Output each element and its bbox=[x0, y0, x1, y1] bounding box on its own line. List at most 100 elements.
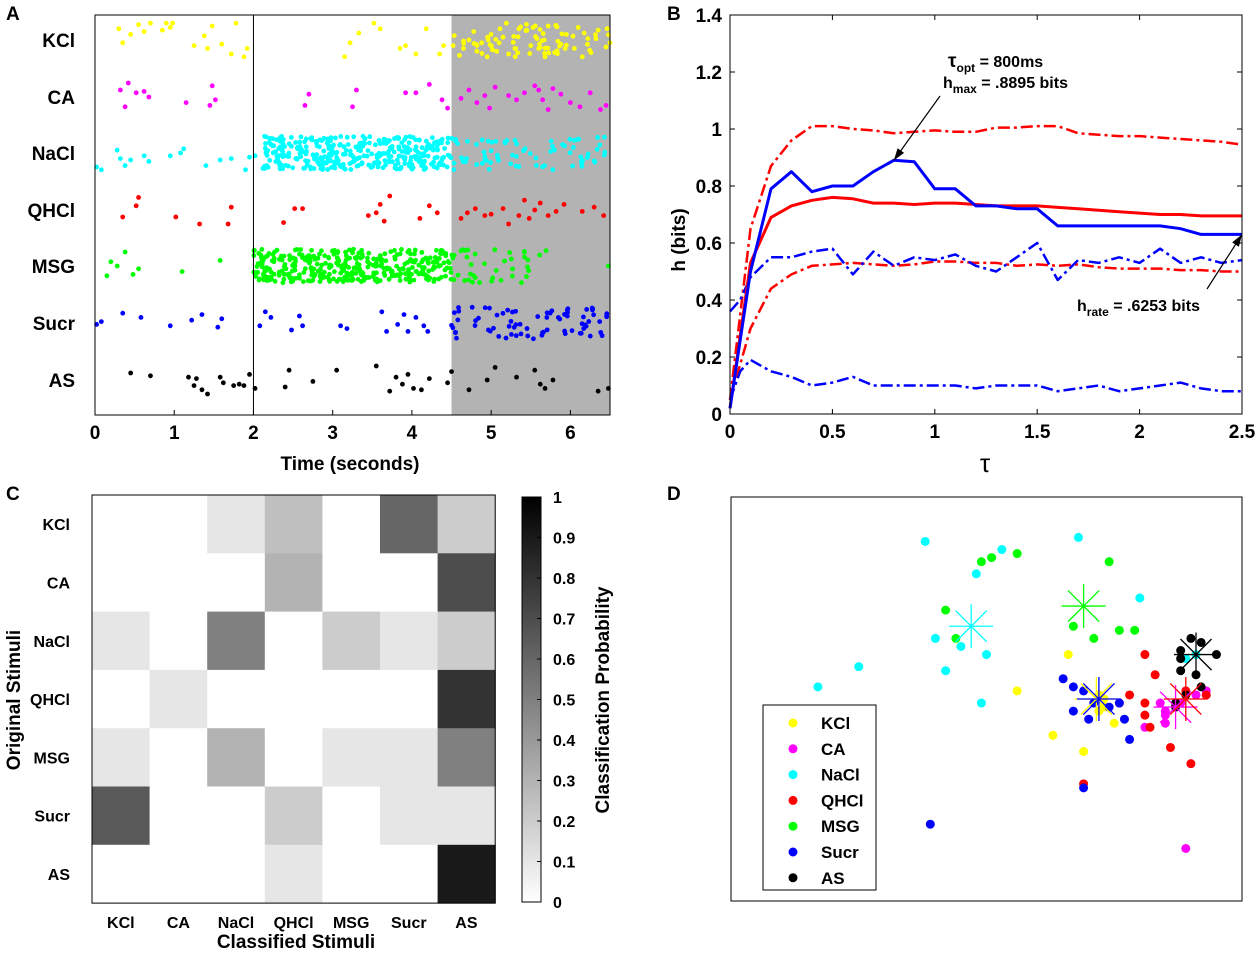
entropy-y-tick-label: 1.4 bbox=[696, 6, 723, 27]
h-max-symbol: h bbox=[943, 75, 953, 92]
spike-sucr bbox=[120, 310, 126, 316]
spike-nacl bbox=[328, 158, 333, 164]
spike-msg bbox=[300, 279, 306, 285]
confusion-cell bbox=[437, 495, 496, 554]
spike-sucr bbox=[189, 317, 195, 323]
spike-kcl bbox=[233, 20, 239, 26]
spike-kcl bbox=[528, 43, 534, 48]
raster-x-tick-label: 1 bbox=[169, 423, 180, 444]
spike-nacl bbox=[431, 147, 437, 153]
spike-msg bbox=[468, 271, 473, 277]
spike-msg bbox=[332, 269, 337, 275]
spike-sucr bbox=[541, 329, 546, 335]
analysis-window-shade bbox=[451, 15, 610, 415]
spike-msg bbox=[331, 251, 337, 257]
spike-msg bbox=[441, 260, 447, 266]
spike-kcl bbox=[488, 32, 494, 37]
spike-kcl bbox=[564, 32, 569, 37]
spike-sucr bbox=[587, 333, 593, 339]
spike-msg bbox=[179, 269, 185, 274]
spike-nacl bbox=[383, 141, 389, 146]
confusion-cell bbox=[380, 728, 439, 787]
spike-msg bbox=[374, 270, 379, 276]
point-msg bbox=[1089, 633, 1099, 643]
spike-sucr bbox=[491, 325, 496, 331]
spike-nacl bbox=[297, 144, 303, 149]
entropy-series bbox=[728, 124, 1243, 409]
h-rate-subscript: rate bbox=[1087, 305, 1109, 319]
spike-as bbox=[550, 377, 556, 383]
spike-msg bbox=[409, 265, 415, 270]
spike-nacl bbox=[367, 134, 373, 140]
spike-nacl bbox=[117, 156, 123, 162]
spike-ca bbox=[426, 82, 432, 87]
entropy-y-axis-label: h (bits) bbox=[669, 208, 690, 271]
confusion-cell bbox=[322, 844, 381, 904]
spike-msg bbox=[114, 263, 120, 269]
spike-msg bbox=[472, 251, 478, 257]
spike-msg bbox=[366, 250, 372, 256]
scatter-legend: KCl CA NaCl QHCl MSG Sucr AS bbox=[762, 704, 877, 891]
spike-as bbox=[393, 374, 399, 380]
spike-kcl bbox=[205, 46, 210, 51]
series-blue-upper bbox=[729, 241, 1243, 313]
confusion-x-ticks: KCl CA NaCl QHCl MSG Sucr AS bbox=[107, 915, 478, 932]
spike-msg bbox=[323, 260, 328, 266]
spike-nacl bbox=[402, 137, 408, 142]
spike-kcl bbox=[604, 26, 610, 32]
spike-sucr bbox=[535, 314, 541, 319]
legend-marker-sucr bbox=[788, 847, 798, 857]
spike-kcl bbox=[527, 51, 533, 56]
spike-ca bbox=[577, 104, 583, 110]
spike-msg bbox=[271, 271, 277, 277]
spike-msg bbox=[392, 248, 397, 253]
spike-msg bbox=[325, 274, 330, 280]
spike-ca bbox=[522, 90, 527, 96]
spike-ca bbox=[354, 87, 359, 93]
scatter-centroids bbox=[949, 584, 1219, 730]
spike-msg bbox=[451, 277, 457, 283]
spike-msg bbox=[482, 261, 487, 267]
spike-nacl bbox=[394, 134, 400, 140]
spike-msg bbox=[521, 249, 527, 255]
spike-qhcl bbox=[506, 221, 511, 227]
spike-ca bbox=[558, 91, 564, 97]
spike-kcl bbox=[585, 36, 591, 41]
spike-sucr bbox=[456, 308, 462, 314]
spike-sucr bbox=[508, 318, 514, 324]
spike-msg bbox=[443, 253, 449, 259]
spike-kcl bbox=[587, 47, 593, 53]
point-sucr bbox=[1068, 706, 1078, 716]
spike-sucr bbox=[384, 329, 389, 334]
spike-msg bbox=[292, 256, 298, 262]
spike-msg bbox=[343, 263, 349, 268]
tau-opt-subscript: opt bbox=[956, 61, 975, 75]
spike-kcl bbox=[457, 53, 462, 58]
spike-as bbox=[405, 372, 411, 377]
legend-marker-as bbox=[788, 873, 798, 883]
spike-msg bbox=[122, 249, 128, 255]
spike-nacl bbox=[567, 150, 573, 156]
centroid-ca bbox=[1153, 685, 1198, 730]
raster-axes-frame bbox=[94, 14, 611, 416]
spike-as bbox=[236, 381, 242, 387]
spike-sucr bbox=[503, 335, 509, 341]
spike-kcl bbox=[474, 43, 480, 48]
confusion-cell bbox=[207, 728, 266, 787]
spike-nacl bbox=[344, 134, 350, 140]
spike-as bbox=[186, 374, 191, 380]
raster-spikes bbox=[94, 20, 613, 397]
spike-nacl bbox=[298, 154, 304, 160]
point-as bbox=[1186, 633, 1196, 643]
point-nacl bbox=[854, 662, 864, 672]
spike-ca bbox=[117, 87, 123, 93]
entropy-x-tick-label: 0 bbox=[725, 422, 736, 443]
spike-msg bbox=[412, 251, 417, 257]
spike-ca bbox=[207, 103, 213, 108]
raster-row-label: AS bbox=[49, 371, 75, 392]
confusion-cell bbox=[92, 553, 151, 613]
confusion-cell bbox=[92, 669, 151, 729]
spike-kcl bbox=[503, 20, 509, 26]
spike-msg bbox=[347, 255, 353, 261]
spike-sucr bbox=[449, 322, 454, 328]
